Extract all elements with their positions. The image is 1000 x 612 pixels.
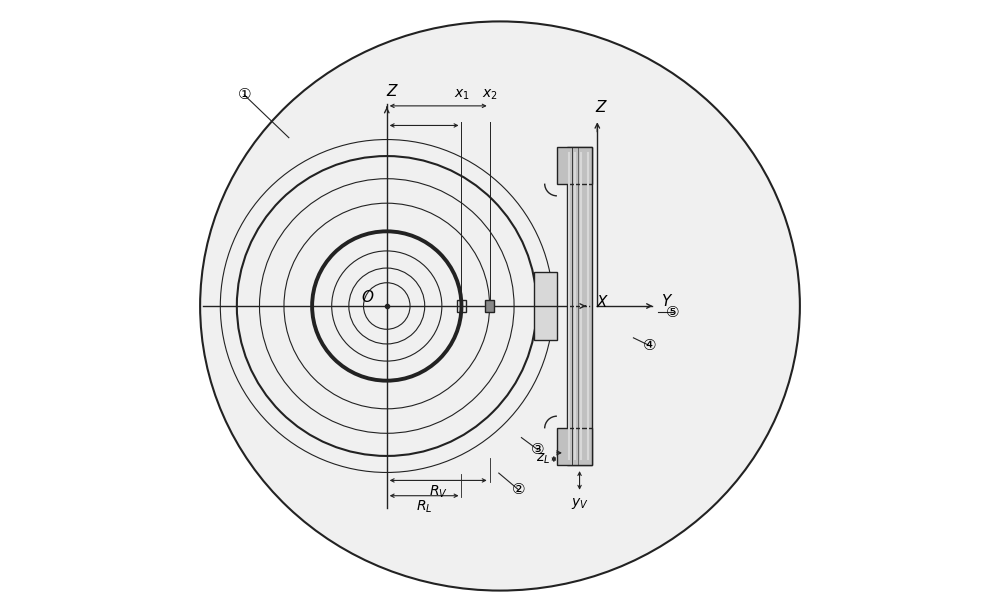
Text: $y_V$: $y_V$	[571, 496, 588, 511]
Text: Z: Z	[386, 84, 397, 99]
Text: $x_2$: $x_2$	[482, 88, 498, 102]
Text: O: O	[361, 290, 373, 305]
Text: $R_L$: $R_L$	[416, 499, 432, 515]
Bar	[567, 147, 592, 465]
Text: Y: Y	[661, 294, 671, 308]
Text: ④: ④	[643, 338, 657, 353]
Text: $z_L$: $z_L$	[536, 452, 550, 466]
Bar	[457, 300, 466, 312]
Text: $R_V$: $R_V$	[429, 483, 448, 499]
Text: $x_1$: $x_1$	[454, 88, 470, 102]
Text: ③: ③	[531, 442, 545, 457]
Bar	[557, 428, 592, 465]
Bar	[534, 272, 557, 340]
Text: ⑤: ⑤	[666, 305, 679, 319]
Bar	[557, 147, 592, 184]
Text: X: X	[597, 295, 607, 310]
Text: ①: ①	[237, 88, 251, 102]
Bar	[485, 300, 494, 312]
Text: ②: ②	[512, 482, 525, 497]
Ellipse shape	[200, 21, 800, 591]
Text: Z: Z	[595, 100, 606, 114]
